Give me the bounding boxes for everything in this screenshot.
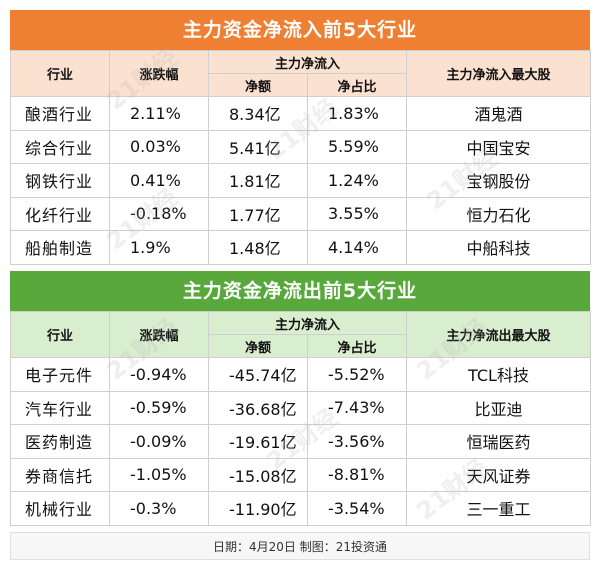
ratio-cell: 3.55% (306, 196, 408, 231)
table-row: 船舶制造 1.9% 1.48亿 4.14% 中船科技 (10, 230, 592, 265)
outflow-header-change: 涨跌幅 (109, 311, 209, 358)
outflow-header-industry: 行业 (10, 311, 110, 358)
outflow-section: 主力资金净流出前5大行业 行业 涨跌幅 主力净流入 主力净流出最大股 净额 净占… (10, 271, 592, 526)
inflow-header-top-stock: 主力净流入最大股 (406, 50, 592, 97)
ratio-cell: -8.81% (306, 457, 408, 492)
change-cell: 0.03% (109, 129, 209, 164)
stock-cell: 恒瑞医药 (406, 424, 592, 459)
inflow-header-group: 主力净流入 (207, 50, 408, 74)
ratio-cell: 5.59% (306, 129, 408, 164)
ratio-cell: -3.54% (306, 491, 408, 526)
industry-cell: 综合行业 (10, 129, 110, 164)
ratio-cell: -7.43% (306, 390, 408, 425)
table-row: 电子元件 -0.94% -45.74亿 -5.52% TCL科技 (10, 357, 592, 392)
table-row: 钢铁行业 0.41% 1.81亿 1.24% 宝钢股份 (10, 163, 592, 198)
change-cell: 2.11% (109, 96, 209, 131)
outflow-table: 行业 涨跌幅 主力净流入 主力净流出最大股 净额 净占比 电子元件 -0.94%… (10, 311, 592, 526)
amount-cell: 1.77亿 (208, 196, 308, 231)
industry-cell: 医药制造 (10, 424, 110, 459)
footer-caption: 日期：4月20日 制图：21投资通 (10, 532, 590, 560)
table-row: 医药制造 -0.09% -19.61亿 -3.56% 恒瑞医药 (10, 424, 592, 459)
ratio-cell: -5.52% (306, 357, 408, 392)
amount-cell: 1.81亿 (208, 163, 308, 198)
stock-cell: 天风证券 (406, 457, 592, 492)
amount-cell: -45.74亿 (208, 357, 308, 392)
ratio-cell: 1.24% (306, 163, 408, 198)
change-cell: -0.94% (109, 357, 209, 392)
table-row: 券商信托 -1.05% -15.08亿 -8.81% 天风证券 (10, 457, 592, 492)
amount-cell: 1.48亿 (208, 230, 308, 265)
industry-cell: 酿酒行业 (10, 96, 110, 131)
change-cell: -1.05% (109, 457, 209, 492)
stock-cell: 宝钢股份 (406, 163, 592, 198)
inflow-section: 主力资金净流入前5大行业 行业 涨跌幅 主力净流入 主力净流入最大股 净额 净占… (10, 10, 592, 265)
inflow-title: 主力资金净流入前5大行业 (10, 10, 590, 50)
change-cell: -0.18% (109, 196, 209, 231)
outflow-title: 主力资金净流出前5大行业 (10, 271, 590, 311)
amount-cell: 5.41亿 (208, 129, 308, 164)
outflow-header-ratio: 净占比 (306, 334, 408, 358)
stock-cell: 恒力石化 (406, 196, 592, 231)
industry-cell: 机械行业 (10, 491, 110, 526)
stock-cell: 中船科技 (406, 230, 592, 265)
stock-cell: 中国宝安 (406, 129, 592, 164)
inflow-table: 行业 涨跌幅 主力净流入 主力净流入最大股 净额 净占比 酿酒行业 2.11% … (10, 50, 592, 265)
stock-cell: 酒鬼酒 (406, 96, 592, 131)
table-row: 机械行业 -0.3% -11.90亿 -3.54% 三一重工 (10, 491, 592, 526)
table-row: 化纤行业 -0.18% 1.77亿 3.55% 恒力石化 (10, 196, 592, 231)
industry-cell: 券商信托 (10, 457, 110, 492)
outflow-header-group: 主力净流入 (207, 311, 408, 335)
stock-cell: 比亚迪 (406, 390, 592, 425)
industry-cell: 电子元件 (10, 357, 110, 392)
table-row: 酿酒行业 2.11% 8.34亿 1.83% 酒鬼酒 (10, 96, 592, 131)
outflow-header-amount: 净额 (208, 334, 308, 358)
ratio-cell: 1.83% (306, 96, 408, 131)
inflow-header-change: 涨跌幅 (109, 50, 209, 97)
amount-cell: -19.61亿 (208, 424, 308, 459)
amount-cell: 8.34亿 (208, 96, 308, 131)
table-row: 综合行业 0.03% 5.41亿 5.59% 中国宝安 (10, 129, 592, 164)
ratio-cell: -3.56% (306, 424, 408, 459)
ratio-cell: 4.14% (306, 230, 408, 265)
industry-cell: 船舶制造 (10, 230, 110, 265)
stock-cell: TCL科技 (406, 357, 592, 392)
table-row: 汽车行业 -0.59% -36.68亿 -7.43% 比亚迪 (10, 390, 592, 425)
industry-cell: 化纤行业 (10, 196, 110, 231)
change-cell: 1.9% (109, 230, 209, 265)
change-cell: -0.3% (109, 491, 209, 526)
amount-cell: -15.08亿 (208, 457, 308, 492)
inflow-header-amount: 净额 (208, 73, 308, 97)
industry-cell: 汽车行业 (10, 390, 110, 425)
change-cell: -0.59% (109, 390, 209, 425)
outflow-header-top-stock: 主力净流出最大股 (406, 311, 592, 358)
amount-cell: -36.68亿 (208, 390, 308, 425)
stock-cell: 三一重工 (406, 491, 592, 526)
change-cell: -0.09% (109, 424, 209, 459)
change-cell: 0.41% (109, 163, 209, 198)
amount-cell: -11.90亿 (208, 491, 308, 526)
industry-cell: 钢铁行业 (10, 163, 110, 198)
inflow-header-ratio: 净占比 (306, 73, 408, 97)
inflow-header-industry: 行业 (10, 50, 110, 97)
